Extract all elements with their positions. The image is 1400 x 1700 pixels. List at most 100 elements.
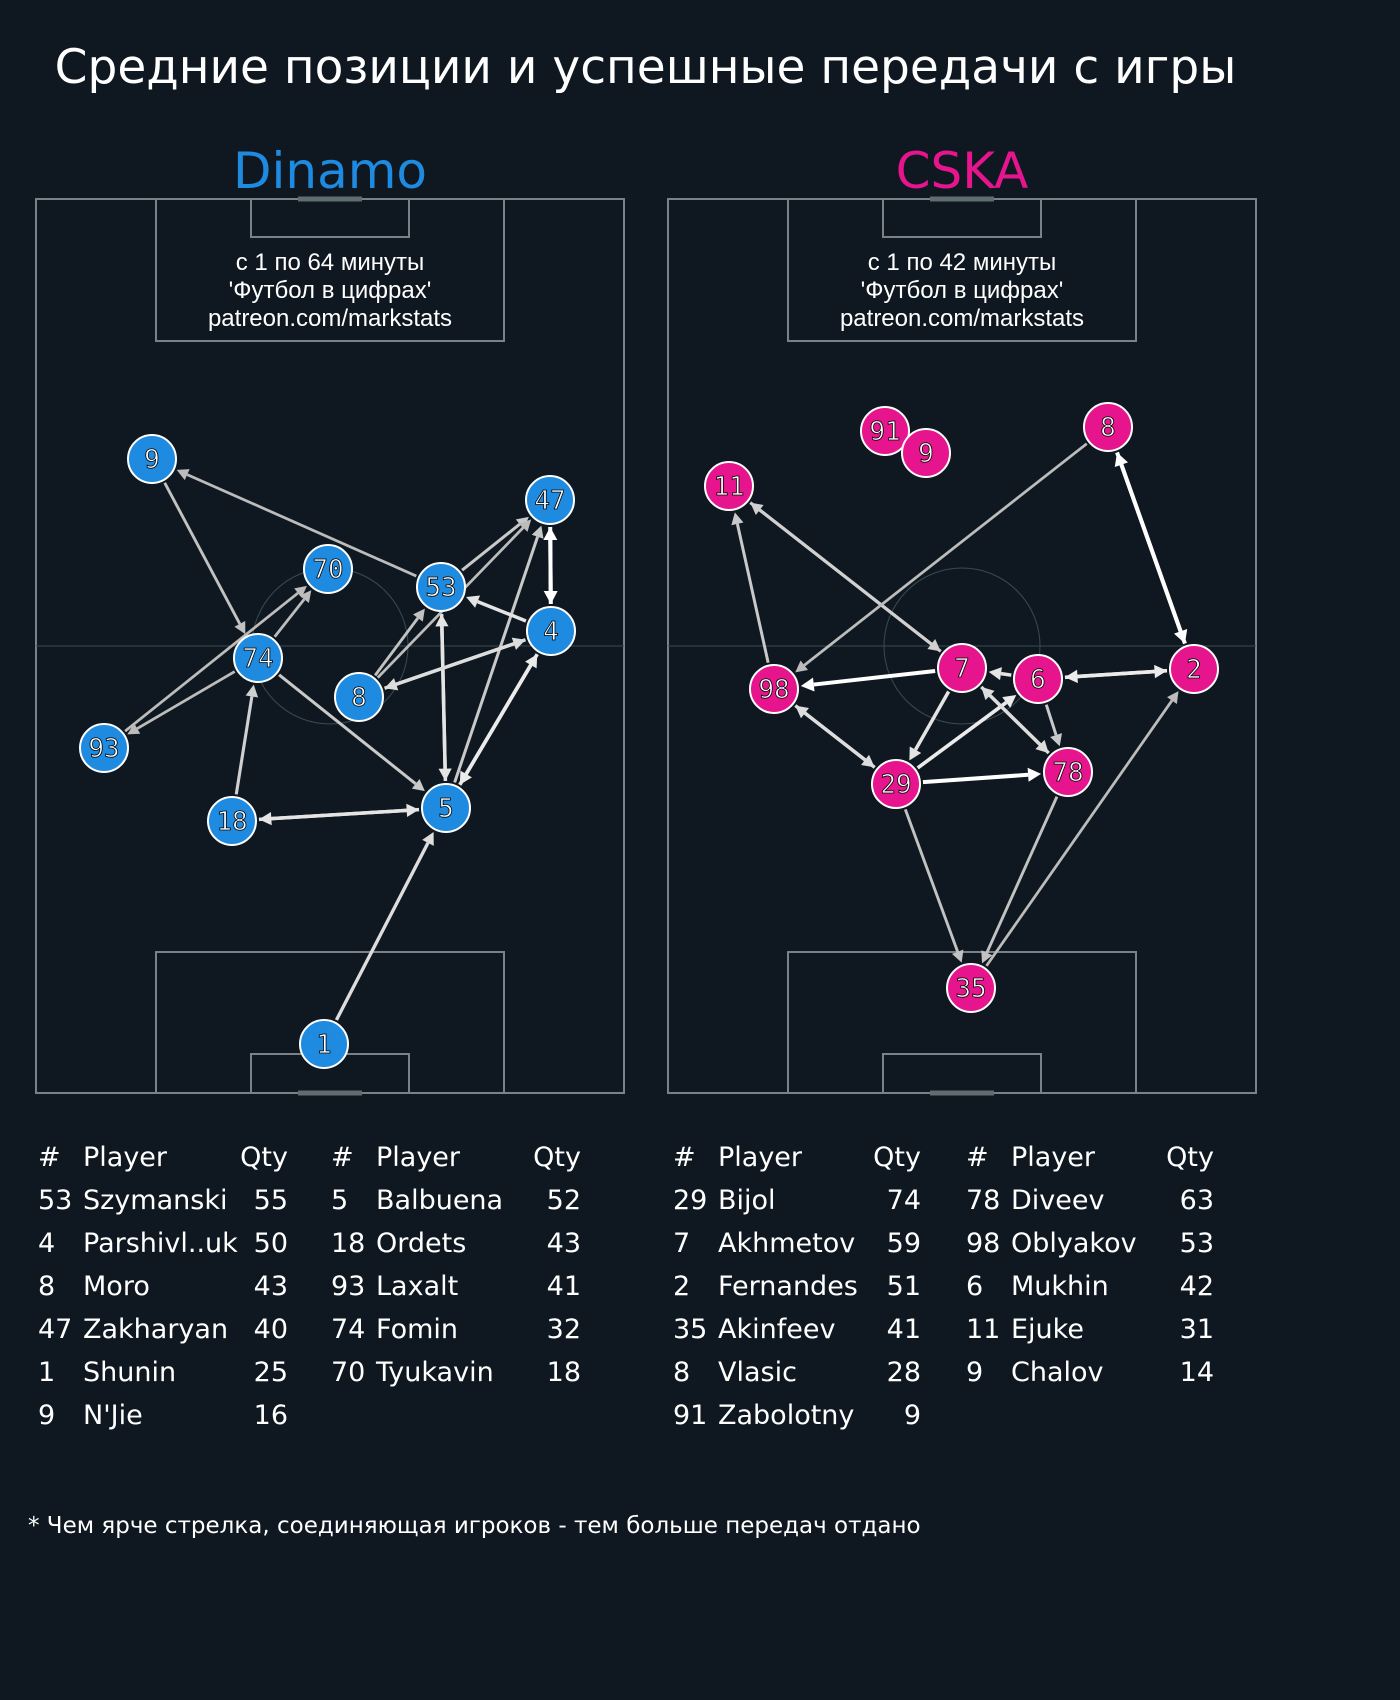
- player-number: 47: [38, 1314, 73, 1345]
- info-line: 'Футбол в цифрах': [229, 277, 432, 304]
- pass-arrowhead: [234, 621, 246, 635]
- team-name-cska: CSKA: [895, 142, 1029, 200]
- info-line: patreon.com/markstats: [840, 305, 1084, 332]
- player-name: Akinfeev: [718, 1314, 836, 1345]
- footnote: * Чем ярче стрелка, соединяющая игроков …: [28, 1513, 921, 1539]
- header-num: #: [331, 1142, 354, 1173]
- player-marker: 11: [704, 461, 754, 511]
- pass-qty: 42: [1179, 1271, 1214, 1302]
- player-number-label: 2: [1186, 655, 1202, 685]
- player-name: Szymanski: [83, 1185, 228, 1216]
- pass-arrowhead: [411, 778, 425, 792]
- player-dot: [233, 633, 283, 683]
- header-num: #: [966, 1142, 989, 1173]
- table-row: 11 Ejuke 31: [966, 1314, 1226, 1357]
- pass-arrow: [461, 523, 521, 572]
- pass-arrowhead: [988, 667, 1002, 681]
- pass-arrowhead: [909, 746, 922, 761]
- player-name: N'Jie: [83, 1400, 143, 1431]
- player-number-label: 9: [918, 439, 934, 469]
- pass-arrowhead: [1002, 695, 1017, 708]
- table-row: 6 Mukhin 42: [966, 1271, 1226, 1314]
- pass-arrow: [334, 842, 430, 1021]
- pass-arrowhead: [245, 684, 259, 698]
- pass-arrowhead: [731, 512, 744, 526]
- info-line: 'Футбол в цифрах': [861, 277, 1064, 304]
- table-row: 2 Fernandes 51: [673, 1271, 933, 1314]
- table-row: 7 Akhmetov 59: [673, 1228, 933, 1271]
- player-name: Ordets: [376, 1228, 467, 1259]
- pass-qty: 41: [886, 1314, 921, 1345]
- header-qty: Qty: [240, 1142, 288, 1173]
- pass-arrowhead: [531, 525, 544, 539]
- player-dot: [79, 723, 129, 773]
- pass-arrowhead: [294, 585, 307, 598]
- pass-arrowhead: [438, 768, 452, 782]
- pass-arrow: [124, 591, 299, 733]
- pass-arrow: [278, 673, 417, 785]
- player-number: 9: [38, 1400, 56, 1431]
- player-marker: 5: [421, 783, 471, 833]
- pass-arrowhead: [981, 950, 993, 964]
- player-name: Zakharyan: [83, 1314, 229, 1345]
- player-number-label: 5: [438, 794, 454, 824]
- player-name: Chalov: [1011, 1357, 1104, 1388]
- table-header: # Player Qty: [331, 1142, 591, 1185]
- header-player: Player: [1011, 1142, 1096, 1173]
- player-number: 29: [673, 1185, 708, 1216]
- player-number-label: 9: [144, 445, 160, 475]
- player-dot: [1083, 402, 1133, 452]
- player-name: Moro: [83, 1271, 150, 1302]
- header-player: Player: [83, 1142, 168, 1173]
- player-marker: 98: [749, 664, 799, 714]
- player-dot: [207, 796, 257, 846]
- pass-arrowhead: [518, 519, 532, 532]
- pass-arrowhead: [1114, 452, 1128, 468]
- pass-arrow: [1077, 668, 1168, 679]
- player-dot: [860, 406, 910, 456]
- pass-arrow: [163, 482, 242, 625]
- player-dot: [937, 643, 987, 693]
- player-name: Parshivl..uk: [83, 1228, 238, 1259]
- pass-arrowhead: [1050, 733, 1062, 747]
- player-number: 78: [966, 1185, 1001, 1216]
- pass-arrowhead: [511, 637, 526, 650]
- pass-arrowhead: [466, 595, 481, 608]
- player-name: Diveev: [1011, 1185, 1105, 1216]
- pass-arrowhead: [981, 686, 995, 701]
- player-number-label: 91: [869, 417, 900, 447]
- player-marker: 1: [299, 1019, 349, 1069]
- player-marker: 35: [946, 963, 996, 1013]
- pass-qty: 53: [1179, 1228, 1214, 1259]
- player-marker: 78: [1043, 747, 1093, 797]
- player-dot: [871, 759, 921, 809]
- header-qty: Qty: [873, 1142, 921, 1173]
- player-marker: 9: [127, 434, 177, 484]
- pass-arrowhead: [459, 770, 472, 785]
- table-row: 47 Zakharyan 40: [38, 1314, 298, 1357]
- player-number-label: 11: [713, 472, 744, 502]
- pass-arrow: [271, 807, 420, 821]
- header-num: #: [38, 1142, 61, 1173]
- pass-arrow: [903, 808, 960, 953]
- pass-arrowhead: [1167, 691, 1179, 704]
- pass-qty: 59: [886, 1228, 921, 1259]
- player-name: Zabolotny: [718, 1400, 855, 1431]
- player-number-label: 70: [312, 555, 343, 585]
- center-circle: [883, 567, 1041, 725]
- cska-pitch: с 1 по 42 минуты'Футбол в цифрах'patreon…: [667, 196, 1257, 1096]
- pass-qty: 16: [253, 1400, 288, 1431]
- pass-arrow: [1044, 704, 1058, 736]
- player-number: 2: [673, 1271, 691, 1302]
- pass-arrow: [913, 690, 951, 751]
- header-qty: Qty: [1166, 1142, 1214, 1173]
- player-dot: [299, 1019, 349, 1069]
- table-row: 74 Fomin 32: [331, 1314, 591, 1357]
- table-row: 35 Akinfeev 41: [673, 1314, 933, 1357]
- player-number: 6: [966, 1271, 984, 1302]
- pass-arrow: [273, 598, 306, 638]
- pass-qty: 18: [546, 1357, 581, 1388]
- player-number: 74: [331, 1314, 366, 1345]
- player-dot: [421, 783, 471, 833]
- player-dot: [334, 672, 384, 722]
